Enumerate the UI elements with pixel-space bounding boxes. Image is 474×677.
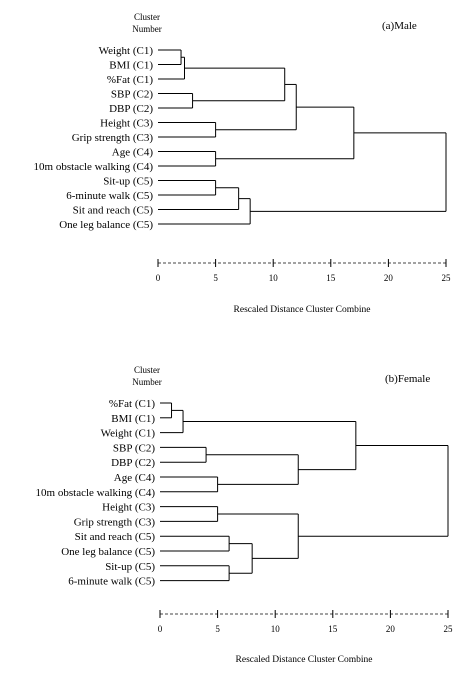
- panel-0-tick-label-5: 25: [442, 273, 452, 283]
- panel-0-leaf-label-8: 10m obstacle walking (C4): [34, 161, 154, 173]
- panel-1-leaf-label-11: Sit-up (C5): [105, 561, 155, 573]
- panel-0-leaf-label-1: BMI (C1): [109, 60, 153, 72]
- panel-1-tick-label-1: 5: [215, 624, 220, 634]
- panel-1-tick-label-4: 20: [386, 624, 396, 634]
- panel-0-panel-label: (a)Male: [382, 20, 417, 32]
- panel-0-leaf-label-2: %Fat (C1): [107, 74, 153, 86]
- panel-0-header-0: Cluster: [134, 12, 160, 22]
- panel-1-leaf-label-2: Weight (C1): [101, 428, 156, 440]
- panel-0-tick-label-1: 5: [213, 273, 218, 283]
- panel-1-leaf-label-4: DBP (C2): [111, 457, 155, 469]
- panel-1-header-0: Cluster: [134, 365, 160, 375]
- panel-0-leaf-label-3: SBP (C2): [111, 89, 153, 101]
- panel-0-leaf-label-12: One leg balance (C5): [59, 219, 153, 231]
- panel-0-tick-label-0: 0: [156, 273, 161, 283]
- panel-0-leaf-label-7: Age (C4): [112, 147, 154, 159]
- panel-0-tick-label-2: 10: [269, 273, 279, 283]
- panel-0-leaf-label-6: Grip strength (C3): [72, 132, 154, 144]
- panel-1-leaf-label-8: Grip strength (C3): [74, 516, 156, 528]
- panel-0-leaf-label-0: Weight (C1): [99, 45, 154, 57]
- panel-1-tick-label-2: 10: [271, 624, 281, 634]
- panel-1-tick-label-5: 25: [444, 624, 454, 634]
- panel-1-leaf-label-7: Height (C3): [102, 502, 155, 514]
- panel-0-leaf-label-11: Sit and reach (C5): [73, 205, 154, 217]
- panel-1-leaf-label-1: BMI (C1): [111, 413, 155, 425]
- panel-1-header-1: Number: [132, 377, 162, 387]
- panel-1-tick-label-3: 15: [328, 624, 338, 634]
- panel-1-leaf-label-10: One leg balance (C5): [61, 546, 155, 558]
- panel-0-leaf-label-10: 6-minute walk (C5): [66, 190, 153, 202]
- panel-0-header-1: Number: [132, 24, 162, 34]
- panel-0-leaf-label-9: Sit-up (C5): [103, 176, 153, 188]
- panel-1-leaf-label-12: 6-minute walk (C5): [68, 576, 155, 588]
- panel-1-panel-label: (b)Female: [385, 373, 430, 385]
- panel-1-tick-label-0: 0: [158, 624, 163, 634]
- panel-1-leaf-label-6: 10m obstacle walking (C4): [36, 487, 156, 499]
- panel-0-tick-label-3: 15: [326, 273, 336, 283]
- panel-0-leaf-label-4: DBP (C2): [109, 103, 153, 115]
- panel-1-leaf-label-0: %Fat (C1): [109, 398, 155, 410]
- panel-0-leaf-label-5: Height (C3): [100, 118, 153, 130]
- panel-1-x-axis-label: Rescaled Distance Cluster Combine: [236, 655, 373, 665]
- panel-0-tick-label-4: 20: [384, 273, 394, 283]
- panel-1-leaf-label-9: Sit and reach (C5): [75, 531, 156, 543]
- panel-1-leaf-label-3: SBP (C2): [113, 442, 155, 454]
- panel-0-x-axis-label: Rescaled Distance Cluster Combine: [234, 305, 371, 315]
- panel-1-leaf-label-5: Age (C4): [114, 472, 156, 484]
